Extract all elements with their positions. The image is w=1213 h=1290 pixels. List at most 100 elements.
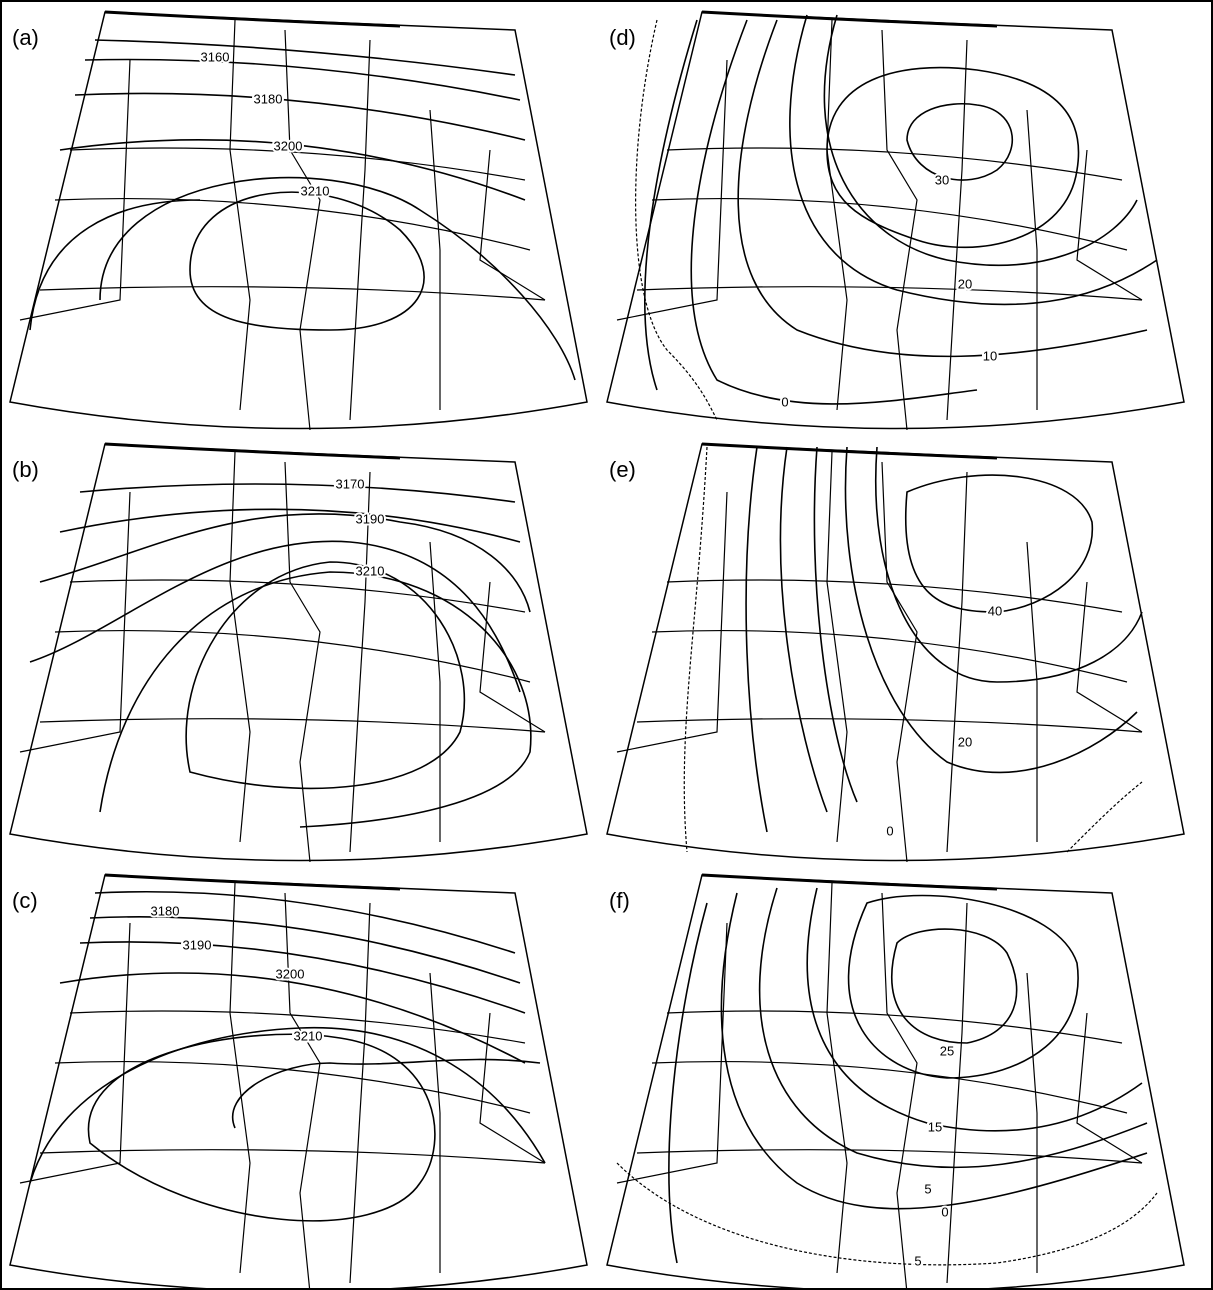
- state-boundary: [827, 452, 847, 842]
- map-panel: (a) 3160 3180 3200 3210: [10, 12, 587, 430]
- state-boundary: [55, 631, 530, 682]
- state-boundary: [652, 199, 1127, 250]
- panel-label: (f): [609, 888, 630, 913]
- state-boundary: [1027, 542, 1037, 842]
- map-panel: (b) 3170 3190 3210: [10, 444, 587, 862]
- contour-label: 3170: [336, 476, 365, 491]
- contour-label: 3200: [274, 138, 303, 153]
- dashed-contour: [636, 20, 717, 420]
- contour-label: 30: [935, 172, 949, 187]
- state-boundary: [617, 60, 727, 320]
- state-boundary: [882, 462, 917, 862]
- map-frame: [10, 12, 587, 429]
- panel-label: (c): [12, 888, 38, 913]
- state-boundary: [882, 893, 917, 1290]
- state-boundary: [947, 903, 967, 1283]
- state-boundary: [480, 582, 545, 732]
- contour-label: 3160: [201, 49, 230, 64]
- state-boundary: [430, 110, 440, 410]
- state-boundary: [350, 903, 370, 1283]
- contour-line: [746, 447, 767, 832]
- state-boundary: [1077, 1013, 1142, 1163]
- state-boundary: [350, 472, 370, 852]
- contour-line: [645, 20, 697, 390]
- northern-edge: [702, 875, 997, 889]
- contour-line: [80, 484, 515, 502]
- contour-label: 0: [781, 394, 788, 409]
- map-frame: [10, 875, 587, 1290]
- contour-line: [95, 40, 515, 75]
- map-frame: [607, 875, 1184, 1290]
- contour-line: [40, 514, 530, 612]
- panel-label: (d): [609, 25, 636, 50]
- state-boundary: [1077, 582, 1142, 732]
- state-boundary: [667, 148, 1122, 180]
- contour-label: 0: [886, 823, 893, 838]
- state-boundary: [1027, 110, 1037, 410]
- state-boundary: [652, 1062, 1127, 1113]
- state-boundary: [617, 492, 727, 752]
- map-frame: [607, 444, 1184, 861]
- contour-line: [790, 15, 1157, 304]
- contour-label: 0: [941, 1204, 948, 1219]
- dashed-contour: [1067, 782, 1142, 852]
- contour-line: [190, 192, 424, 330]
- contour-label: 3210: [301, 183, 330, 198]
- contour-label: 40: [988, 603, 1002, 618]
- contour-line: [814, 447, 857, 802]
- state-boundary: [947, 472, 967, 852]
- contour-label: 3180: [254, 91, 283, 106]
- state-boundary: [637, 719, 1142, 732]
- panel-label: (e): [609, 457, 636, 482]
- contour-label: 5: [914, 1253, 921, 1268]
- contour-line: [30, 200, 200, 330]
- state-boundary: [430, 542, 440, 842]
- state-boundary: [652, 631, 1127, 682]
- northern-edge: [105, 875, 400, 889]
- contour-label: 15: [928, 1119, 942, 1134]
- contour-line: [876, 447, 1142, 682]
- contour-line: [30, 541, 520, 692]
- contour-line: [907, 104, 1012, 180]
- contour-label: 20: [958, 734, 972, 749]
- contour-line: [906, 475, 1093, 612]
- panel-label: (b): [12, 457, 39, 482]
- dashed-contour: [684, 447, 707, 852]
- state-boundary: [882, 30, 917, 430]
- contour-label: 3210: [356, 563, 385, 578]
- state-boundary: [617, 923, 727, 1183]
- northern-edge: [105, 444, 400, 458]
- contour-line: [669, 903, 707, 1263]
- state-boundary: [285, 30, 320, 430]
- state-boundary: [285, 462, 320, 862]
- state-boundary: [20, 60, 130, 320]
- state-boundary: [285, 893, 320, 1290]
- state-boundary: [827, 20, 847, 410]
- figure-border: [1, 1, 1212, 1289]
- northern-edge: [702, 444, 997, 458]
- state-boundary: [40, 287, 545, 300]
- state-boundary: [40, 719, 545, 732]
- contour-label: 3180: [151, 903, 180, 918]
- contour-line: [88, 1034, 434, 1221]
- state-boundary: [230, 20, 250, 410]
- northern-edge: [105, 12, 400, 26]
- contour-label: 3210: [294, 1028, 323, 1043]
- dashed-contour: [617, 1163, 1157, 1265]
- contour-line: [824, 15, 1137, 265]
- contour-label: 20: [958, 276, 972, 291]
- contour-line: [738, 20, 1147, 356]
- state-boundary: [1027, 973, 1037, 1273]
- map-frame: [10, 444, 587, 861]
- panel-label: (a): [12, 25, 39, 50]
- state-boundary: [827, 883, 847, 1273]
- contour-line: [233, 1059, 540, 1128]
- contour-label: 3190: [356, 511, 385, 526]
- contour-line: [75, 93, 525, 140]
- contour-label: 3190: [183, 937, 212, 952]
- state-boundary: [55, 199, 530, 250]
- contour-line: [892, 929, 1017, 1043]
